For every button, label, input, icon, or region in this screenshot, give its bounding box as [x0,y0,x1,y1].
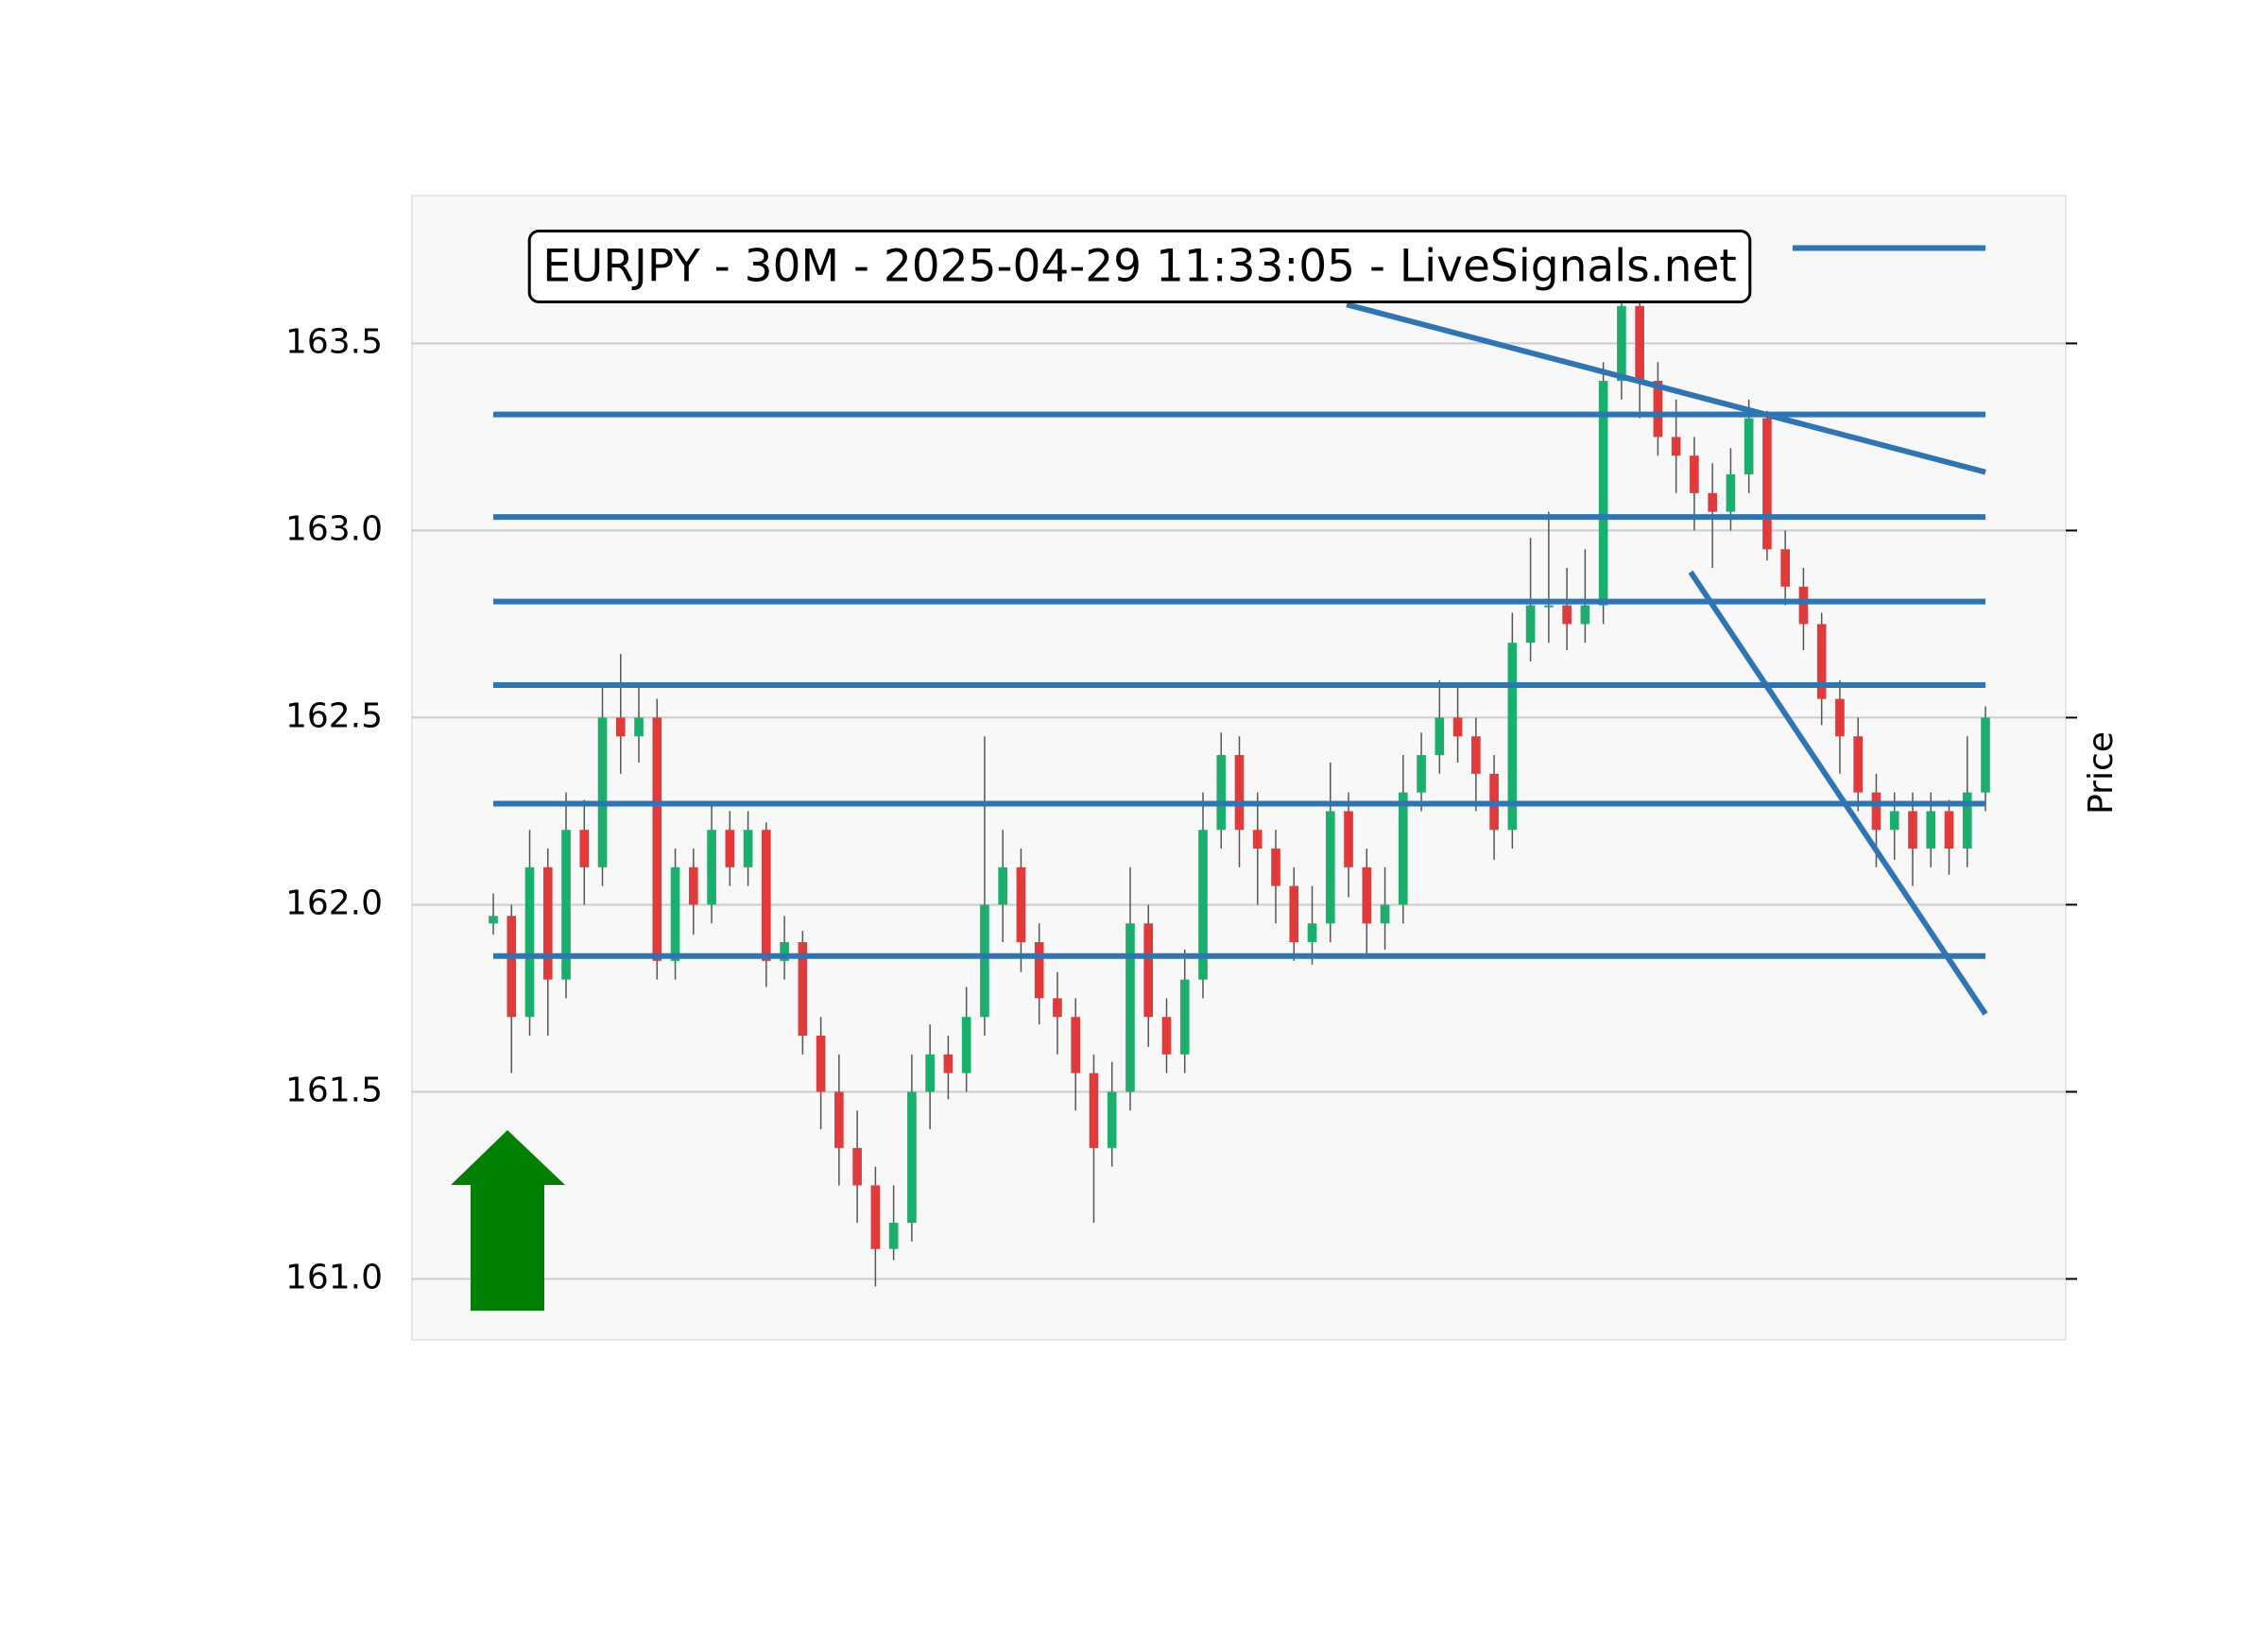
candle-body [1234,755,1245,831]
candle-body [561,830,571,980]
candle-body [743,830,753,867]
candle-body [1981,717,1990,793]
title-box: EURJPY - 30M - 2025-04-29 11:33:05 - Liv… [527,230,1752,303]
candle-body [780,942,789,961]
candle-body [1780,549,1790,587]
candle-body [1598,381,1608,606]
level-line [1688,570,1988,1016]
candle-body [489,916,498,924]
candle-body [1417,755,1426,793]
candle-body [1125,923,1135,1092]
candle-body [888,1223,899,1249]
candle-body [1271,849,1280,886]
candle-body [1435,717,1445,756]
candle-body [689,866,698,905]
candle-body [1889,811,1899,831]
candle-body [1744,418,1754,475]
grid: 161.0 161.5 162.0 162.5 163.0 163.5 [285,322,2077,1296]
candle-body [1525,605,1536,643]
candle-body [1690,455,1699,493]
candle-body [1798,586,1809,625]
candle-body [980,904,989,1018]
candle-body [634,717,644,737]
y-tick-label: 162.0 [285,884,383,922]
signal-arrow [451,1130,565,1311]
candle-body [1143,923,1154,1018]
candle-body [542,866,553,980]
y-axis-label: Price [2082,731,2121,815]
candle-body [1726,474,1736,512]
candle-body [1926,811,1936,849]
candle-body [1089,1072,1099,1148]
candle-body [1544,605,1554,608]
candle-body [1962,792,1972,849]
y-tick-label: 163.5 [285,322,383,361]
candle-body [1853,736,1864,793]
candle-body [707,830,716,905]
candle-body [1671,437,1681,456]
candle-body [834,1091,844,1148]
candle-body [1871,792,1881,831]
candle-body [1071,1017,1081,1073]
candles [489,261,1990,1287]
candle-body [1507,643,1518,831]
candle-body [1471,736,1481,774]
candle-body [1452,717,1463,737]
candle-body [1816,624,1827,699]
candle-body [1161,1017,1172,1055]
candle-body [1762,418,1772,550]
candle-body [1580,605,1590,625]
y-tick-label: 162.5 [285,696,383,735]
candle-body [1344,811,1353,867]
candle-body [1016,866,1026,943]
candle-body [1944,811,1954,849]
candle-body [652,717,662,961]
candle-body [852,1147,862,1186]
candle-body [1198,830,1208,980]
candle-body [597,717,608,867]
candle-body [943,1054,954,1073]
candle-body [870,1185,881,1249]
candle-body [670,866,680,961]
candle-body [1362,866,1372,924]
candle-body [1325,811,1335,924]
candle-body [615,717,626,737]
candle-body [1053,998,1062,1018]
candle-body [1562,605,1572,625]
candle-body [816,1036,826,1092]
candle-body [1216,755,1227,831]
y-tick-label: 161.5 [285,1071,383,1109]
candle-body [1398,792,1408,905]
candle-body [1908,811,1917,849]
candle-body [798,942,808,1037]
chart-title: EURJPY - 30M - 2025-04-29 11:33:05 - Liv… [542,241,1737,293]
candle-body [1653,381,1663,438]
candle-body [1252,830,1263,849]
candle-body [998,866,1007,905]
candle-body [1635,305,1644,382]
candle-body [907,1091,917,1224]
candle-body [1380,904,1390,924]
y-tick-label: 163.0 [285,509,383,548]
candle-body [1179,979,1190,1055]
candle-body [1289,885,1299,943]
candle-body [1107,1091,1117,1148]
candle-body [579,830,590,867]
candle-body [507,916,517,1018]
level-line [1346,301,1986,475]
candle-body [1617,305,1626,382]
y-tick-label: 161.0 [285,1258,383,1296]
candle-body [1708,492,1717,512]
title-frame [527,230,1752,303]
candle-body [725,830,735,867]
candle-body [1835,698,1845,737]
candle-body [524,866,535,1018]
candle-body [961,1017,971,1073]
candle-body [1307,923,1317,943]
lines [493,245,1988,1016]
candle-body [762,830,771,961]
candle-body [925,1054,935,1092]
candle-body [1034,942,1044,999]
